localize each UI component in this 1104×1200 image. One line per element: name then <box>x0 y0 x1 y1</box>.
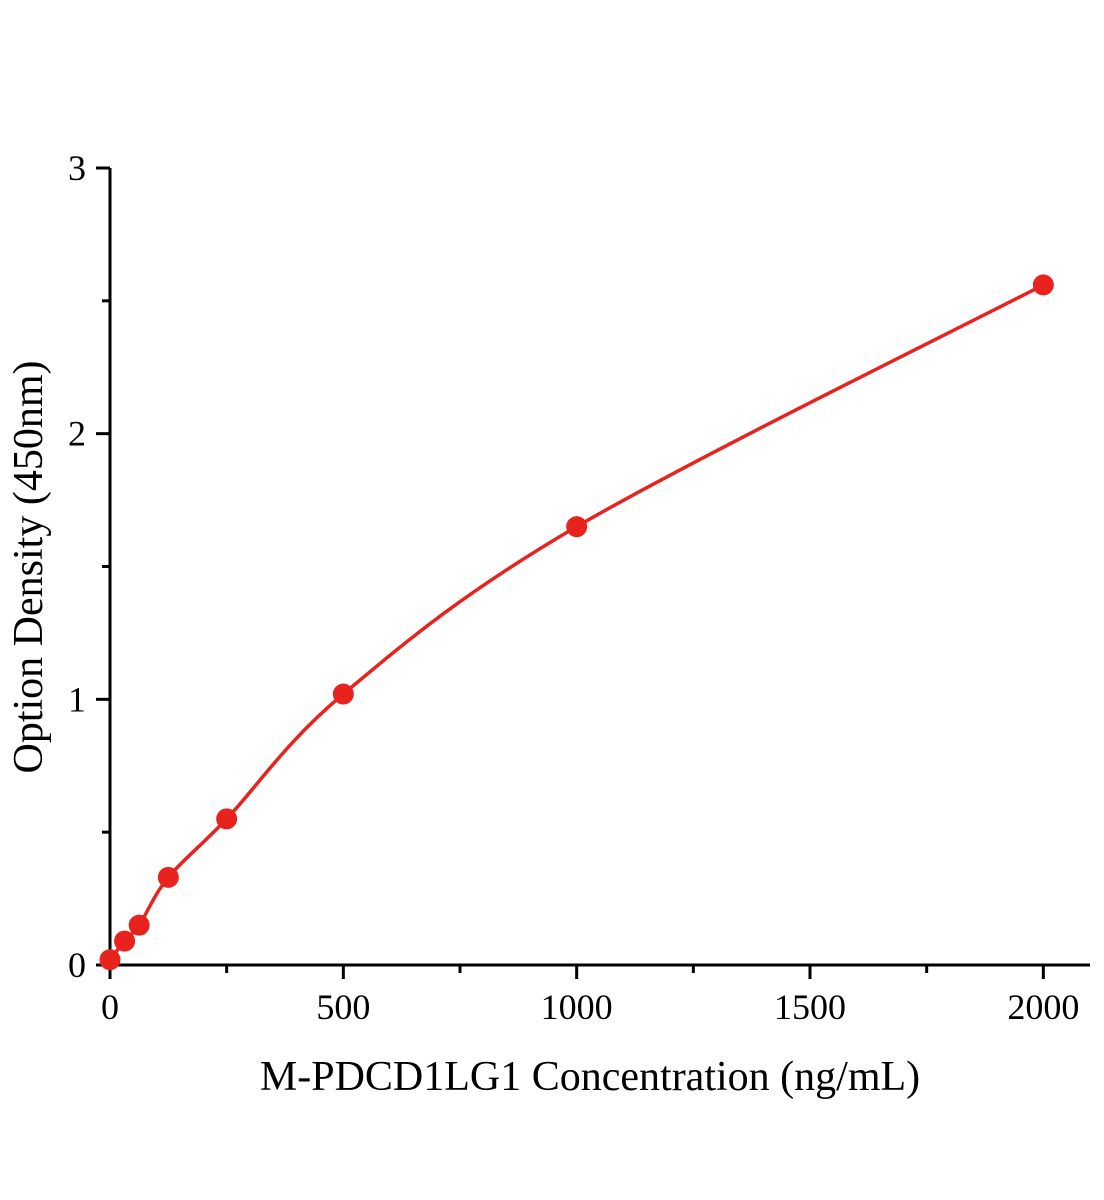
data-point <box>566 516 588 538</box>
data-point <box>157 866 179 888</box>
x-tick-label: 1000 <box>541 987 613 1027</box>
axis-tick-labels: 0 500 1000 1500 2000 0 1 2 3 <box>68 148 1079 1027</box>
x-tick-label: 500 <box>316 987 370 1027</box>
y-tick-label: 3 <box>68 148 86 188</box>
x-tick-label: 0 <box>101 987 119 1027</box>
y-tick-label: 2 <box>68 414 86 454</box>
axes <box>108 168 1090 967</box>
x-tick-label: 1500 <box>774 987 846 1027</box>
data-point <box>99 949 121 971</box>
data-point <box>128 914 150 936</box>
data-point <box>332 683 354 705</box>
data-series <box>99 274 1054 971</box>
data-point <box>1032 274 1054 296</box>
x-tick-label: 2000 <box>1007 987 1079 1027</box>
data-point <box>216 808 238 830</box>
x-axis-label: M-PDCD1LG1 Concentration (ng/mL) <box>260 1054 920 1100</box>
standard-curve-line <box>108 283 1045 961</box>
data-point <box>114 930 136 952</box>
axis-ticks <box>96 166 1045 979</box>
y-tick-label: 1 <box>68 679 86 719</box>
y-tick-label: 0 <box>68 945 86 985</box>
y-axis-label: Option Density (450nm) <box>6 361 52 774</box>
